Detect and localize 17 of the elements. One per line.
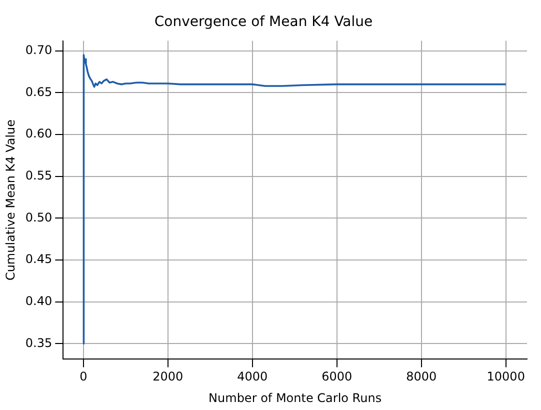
y-tick-label: 0.40 [25,294,52,308]
y-tick-label: 0.65 [25,84,52,99]
chart-title: Convergence of Mean K4 Value [154,14,373,30]
x-tick-label: 10000 [486,370,525,384]
y-tick-label: 0.70 [25,42,52,57]
y-tick-label: 0.60 [25,126,52,141]
x-tick-label: 0 [80,370,88,384]
y-tick-label: 0.50 [25,210,52,224]
x-axis-title: Number of Monte Carlo Runs [208,390,382,405]
x-tick-label: 6000 [322,370,352,384]
y-tick-label: 0.55 [25,168,52,182]
y-tick-label: 0.35 [25,336,52,350]
x-tick-label: 8000 [406,370,437,384]
x-tick-label: 4000 [237,370,268,384]
y-axis-title: Cumulative Mean K4 Value [3,119,18,281]
x-tick-label: 2000 [152,370,184,384]
y-tick-label: 0.45 [25,252,52,266]
